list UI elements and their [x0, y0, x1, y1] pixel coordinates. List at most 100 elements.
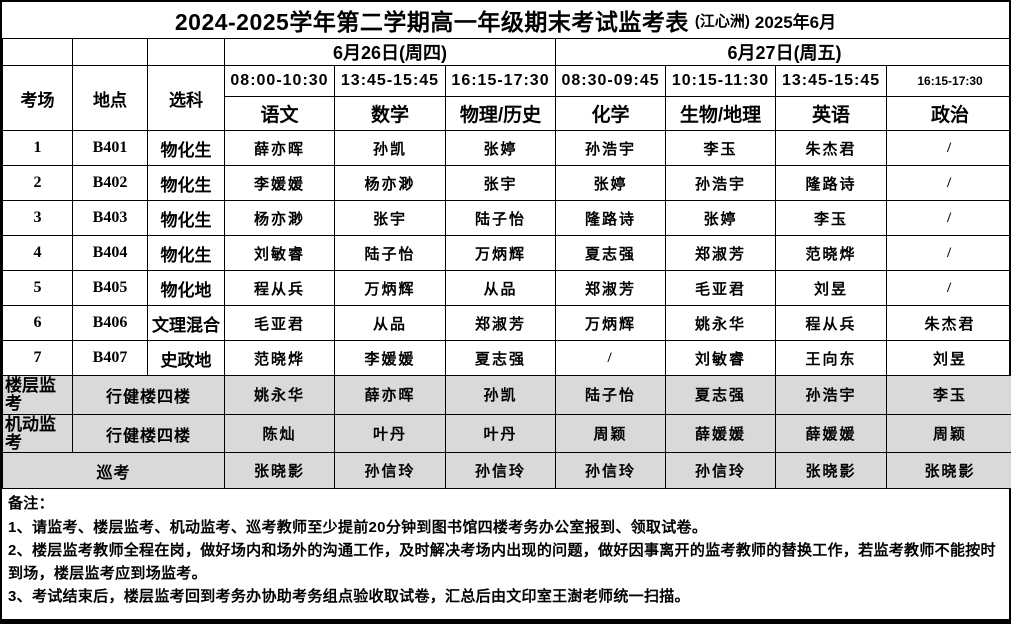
room-row: 4 B404 物化生 刘敏睿 陆子怡 万炳辉 夏志强 郑淑芳 范晓烨 /: [3, 236, 1011, 271]
floor-supervisor-label: 楼层监考: [3, 376, 73, 415]
invigilator-cell: /: [887, 166, 1011, 201]
invigilator-cell: 张宇: [335, 201, 446, 236]
session-subject: 生物/地理: [666, 97, 776, 131]
invigilator-cell: 叶丹: [335, 414, 446, 453]
invigilator-cell: 程从兵: [225, 271, 335, 306]
invigilator-cell: 范晓烨: [225, 341, 335, 376]
header-location: 地点: [73, 66, 148, 131]
date-header-friday: 6月27日(周五): [556, 39, 1011, 66]
session-time: 10:15-11:30: [666, 66, 776, 97]
session-subject: 语文: [225, 97, 335, 131]
session-time: 08:00-10:30: [225, 66, 335, 97]
invigilator-cell: 毛亚君: [225, 306, 335, 341]
invigilator-cell: 薛亦晖: [225, 131, 335, 166]
invigilator-cell: 从品: [446, 271, 556, 306]
mobile-supervisor-location: 行健楼四楼: [73, 414, 225, 453]
header-room: 考场: [3, 66, 73, 131]
invigilator-cell: 杨亦渺: [335, 166, 446, 201]
session-time: 08:30-09:45: [556, 66, 666, 97]
invigilator-cell: 孙浩宇: [556, 131, 666, 166]
invigilator-cell: /: [887, 236, 1011, 271]
room-number: 4: [3, 236, 73, 271]
invigilator-cell: 隆路诗: [776, 166, 887, 201]
room-number: 1: [3, 131, 73, 166]
invigilator-cell: 李媛媛: [335, 341, 446, 376]
invigilator-cell: 范晓烨: [776, 236, 887, 271]
invigilator-cell: 李玉: [666, 131, 776, 166]
invigilator-cell: 毛亚君: [666, 271, 776, 306]
notes-heading: 备注：: [8, 492, 1001, 515]
room-row: 5 B405 物化地 程从兵 万炳辉 从品 郑淑芳 毛亚君 刘昱 /: [3, 271, 1011, 306]
invigilator-cell: 郑淑芳: [666, 236, 776, 271]
session-subject: 英语: [776, 97, 887, 131]
patrol-cell: 张晓影: [776, 453, 887, 489]
session-time: 16:15-17:30: [446, 66, 556, 97]
invigilator-cell: 李玉: [887, 376, 1011, 415]
room-location: B401: [73, 131, 148, 166]
invigilator-cell: 杨亦渺: [225, 201, 335, 236]
note-item-2: 2、楼层监考教师全程在岗，做好场内和场外的沟通工作，及时解决考场内出现的问题，做…: [8, 539, 1001, 586]
room-number: 2: [3, 166, 73, 201]
room-number: 6: [3, 306, 73, 341]
title-main: 2024-2025学年第二学期高一年级期末考试监考表: [175, 3, 689, 37]
room-track: 物化地: [148, 271, 225, 306]
invigilator-cell: /: [556, 341, 666, 376]
invigilator-cell: 万炳辉: [446, 236, 556, 271]
room-location: B407: [73, 341, 148, 376]
patrol-cell: 孙信玲: [446, 453, 556, 489]
invigilator-cell: 张宇: [446, 166, 556, 201]
invigilator-cell: 孙浩宇: [666, 166, 776, 201]
invigilator-cell: 薛媛媛: [666, 414, 776, 453]
invigilator-cell: /: [887, 131, 1011, 166]
invigilator-cell: 陆子怡: [446, 201, 556, 236]
room-location: B403: [73, 201, 148, 236]
patrol-row: 巡考 张晓影 孙信玲 孙信玲 孙信玲 孙信玲 张晓影 张晓影: [3, 453, 1011, 489]
title-date: 2025年6月: [755, 8, 836, 33]
room-location: B406: [73, 306, 148, 341]
room-location: B405: [73, 271, 148, 306]
header-track: 选科: [148, 66, 225, 131]
invigilator-cell: 叶丹: [446, 414, 556, 453]
invigilator-cell: 姚永华: [666, 306, 776, 341]
invigilator-cell: 万炳辉: [556, 306, 666, 341]
patrol-cell: 张晓影: [225, 453, 335, 489]
room-track: 物化生: [148, 236, 225, 271]
invigilator-cell: 孙浩宇: [776, 376, 887, 415]
session-subject: 物理/历史: [446, 97, 556, 131]
invigilator-cell: 刘敏睿: [666, 341, 776, 376]
room-track: 物化生: [148, 131, 225, 166]
session-subject: 化学: [556, 97, 666, 131]
invigilator-cell: /: [887, 271, 1011, 306]
notes-section: 备注： 1、请监考、楼层监考、机动监考、巡考教师至少提前20分钟到图书馆四楼考务…: [2, 489, 1009, 618]
invigilator-cell: 万炳辉: [335, 271, 446, 306]
invigilator-cell: 李玉: [776, 201, 887, 236]
invigilator-cell: 夏志强: [446, 341, 556, 376]
page-title: 2024-2025学年第二学期高一年级期末考试监考表 (江心洲) 2025年6月: [2, 2, 1009, 38]
invigilator-cell: 姚永华: [225, 376, 335, 415]
invigilator-cell: 刘昱: [887, 341, 1011, 376]
patrol-cell: 孙信玲: [335, 453, 446, 489]
date-header-row: 6月26日(周四) 6月27日(周五): [3, 39, 1011, 66]
mobile-supervisor-row: 机动监考 行健楼四楼 陈灿 叶丹 叶丹 周颖 薛媛媛 薛媛媛 周颖: [3, 414, 1011, 453]
invigilator-cell: 陈灿: [225, 414, 335, 453]
session-time: 16:15-17:30: [887, 66, 1011, 97]
invigilator-cell: 周颖: [887, 414, 1011, 453]
invigilator-cell: 周颖: [556, 414, 666, 453]
note-item-3: 3、考试结束后，楼层监考回到考务办协助考务组点验收取试卷，汇总后由文印室王澍老师…: [8, 585, 1001, 608]
patrol-cell: 孙信玲: [556, 453, 666, 489]
invigilator-cell: 张婷: [556, 166, 666, 201]
time-header-row: 考场 地点 选科 08:00-10:30 13:45-15:45 16:15-1…: [3, 66, 1011, 97]
room-number: 3: [3, 201, 73, 236]
room-row: 2 B402 物化生 李媛媛 杨亦渺 张宇 张婷 孙浩宇 隆路诗 /: [3, 166, 1011, 201]
floor-supervisor-location: 行健楼四楼: [73, 376, 225, 415]
invigilator-cell: 程从兵: [776, 306, 887, 341]
floor-supervisor-row: 楼层监考 行健楼四楼 姚永华 薛亦晖 孙凯 陆子怡 夏志强 孙浩宇 李玉: [3, 376, 1011, 415]
invigilator-cell: /: [887, 201, 1011, 236]
invigilation-table: 6月26日(周四) 6月27日(周五) 考场 地点 选科 08:00-10:30…: [2, 38, 1011, 489]
room-location: B404: [73, 236, 148, 271]
invigilator-cell: 王向东: [776, 341, 887, 376]
room-track: 文理混合: [148, 306, 225, 341]
room-row: 7 B407 史政地 范晓烨 李媛媛 夏志强 / 刘敏睿 王向东 刘昱: [3, 341, 1011, 376]
note-item-1: 1、请监考、楼层监考、机动监考、巡考教师至少提前20分钟到图书馆四楼考务办公室报…: [8, 516, 1001, 539]
